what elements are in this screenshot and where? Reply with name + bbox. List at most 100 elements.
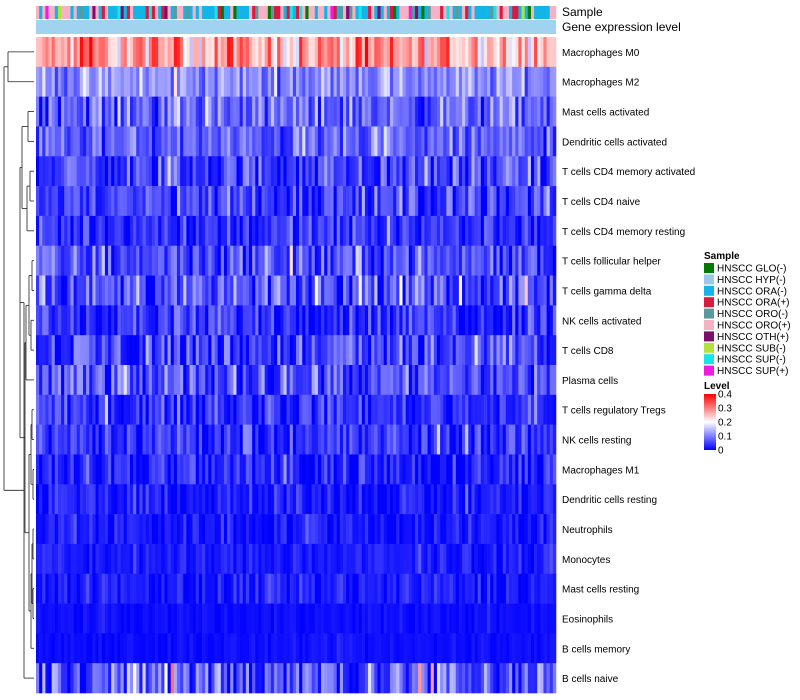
heatmap-cell: [471, 275, 475, 306]
sample-annotation-cell: [286, 6, 291, 19]
heatmap-cell: [349, 663, 353, 694]
heatmap-cell: [239, 156, 244, 187]
heatmap-cell: [465, 66, 469, 97]
heatmap-cell: [480, 96, 485, 127]
heatmap-cell: [161, 215, 165, 247]
heatmap-cell: [537, 573, 541, 604]
heatmap-cell: [415, 663, 419, 694]
heatmap-cell: [468, 633, 472, 664]
heatmap-cell: [292, 245, 297, 276]
heatmap-cell: [330, 215, 334, 247]
heatmap-cell: [233, 245, 237, 276]
heatmap-cell: [192, 633, 197, 664]
heatmap-cell: [111, 365, 115, 396]
heatmap-cell: [490, 186, 494, 217]
heatmap-cell: [399, 514, 403, 545]
heatmap-cell: [230, 394, 234, 425]
heatmap-cell: [120, 335, 125, 366]
heatmap-cell: [292, 394, 297, 425]
heatmap-cell: [98, 454, 103, 485]
heatmap-cell: [477, 394, 482, 425]
heatmap-cell: [186, 633, 190, 664]
heatmap-cell: [274, 275, 278, 306]
heatmap-cell: [45, 633, 49, 664]
heatmap-cell: [195, 603, 200, 634]
heatmap-cell: [208, 603, 212, 634]
heatmap-cell: [552, 514, 557, 545]
heatmap-cell: [352, 186, 356, 217]
heatmap-cell: [242, 305, 247, 336]
heatmap-cell: [512, 394, 516, 425]
heatmap-cell: [214, 186, 218, 217]
heatmap-cell: [249, 573, 253, 604]
heatmap-cell: [198, 633, 203, 664]
heatmap-cell: [512, 603, 516, 634]
heatmap-cell: [311, 96, 316, 127]
heatmap-cell: [462, 275, 466, 306]
sample-annotation-cell: [521, 6, 525, 19]
heatmap-cell: [509, 603, 513, 634]
heatmap-cell: [418, 305, 422, 336]
heatmap-cell: [321, 245, 325, 276]
heatmap-cell: [45, 126, 49, 157]
heatmap-cell: [195, 275, 200, 306]
heatmap-cell: [64, 156, 68, 187]
heatmap-cell: [296, 96, 300, 127]
heatmap-cell: [361, 305, 366, 336]
heatmap-cell: [493, 633, 497, 664]
heatmap-cell: [405, 514, 410, 545]
heatmap-cell: [89, 66, 93, 97]
heatmap-cell: [36, 275, 40, 306]
heatmap-cell: [499, 305, 504, 336]
heatmap-cell: [170, 543, 175, 575]
heatmap-cell: [546, 365, 551, 396]
heatmap-cell: [133, 394, 137, 425]
heatmap-cell: [202, 275, 206, 306]
heatmap-cell: [502, 424, 507, 455]
heatmap-cell: [324, 454, 328, 485]
heatmap-cell: [342, 245, 347, 276]
heatmap-cell: [161, 394, 165, 425]
heatmap-cell: [267, 543, 272, 575]
heatmap-cell: [546, 156, 551, 187]
heatmap-cell: [186, 365, 190, 396]
heatmap-cell: [430, 96, 435, 127]
heatmap-cell: [76, 663, 81, 694]
heatmap-cell: [239, 603, 244, 634]
heatmap-cell: [317, 215, 322, 247]
heatmap-cell: [114, 186, 118, 217]
heatmap-cell: [79, 126, 84, 157]
heatmap-cell: [205, 394, 209, 425]
heatmap-cell: [490, 454, 494, 485]
heatmap-cell: [170, 335, 175, 366]
heatmap-cell: [126, 514, 131, 545]
heatmap-cell: [424, 335, 428, 366]
heatmap-cell: [86, 603, 90, 634]
heatmap-cell: [270, 365, 275, 396]
sample-annotation-cell: [236, 6, 240, 19]
sample-annotation-cell: [440, 6, 444, 19]
heatmap-cell: [483, 424, 488, 455]
heatmap-cell: [515, 37, 519, 68]
sample-annotation-cell: [111, 6, 115, 19]
heatmap-cell: [192, 335, 197, 366]
heatmap-cell: [133, 543, 137, 575]
heatmap-cell: [421, 66, 425, 97]
heatmap-cell: [286, 186, 291, 217]
heatmap-cell: [443, 156, 447, 187]
heatmap-cell: [133, 663, 137, 694]
heatmap-cell: [267, 66, 272, 97]
heatmap-cell: [164, 215, 168, 247]
heatmap-cell: [527, 66, 532, 97]
heatmap-cell: [48, 365, 52, 396]
heatmap-cell: [283, 275, 287, 306]
heatmap-cell: [502, 573, 507, 604]
sample-annotation-cell: [205, 6, 209, 19]
heatmap-cell: [342, 603, 347, 634]
heatmap-cell: [45, 424, 49, 455]
heatmap-cell: [76, 245, 81, 276]
heatmap-cell: [468, 603, 472, 634]
heatmap-cell: [355, 454, 359, 485]
heatmap-cell: [361, 245, 366, 276]
heatmap-cell: [223, 603, 228, 634]
